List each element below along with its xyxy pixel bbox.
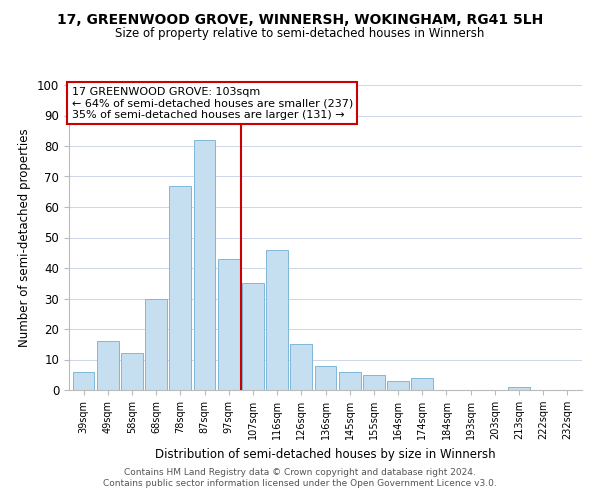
Bar (97, 341, 119, 390)
Bar (242, 283, 264, 390)
Bar (73, 372, 94, 390)
Text: Contains HM Land Registry data © Crown copyright and database right 2024.
Contai: Contains HM Land Registry data © Crown c… (103, 468, 497, 487)
Bar (363, 375, 385, 390)
Bar (508, 387, 530, 390)
Bar (169, 186, 191, 390)
Bar (145, 298, 167, 390)
Bar (266, 250, 288, 390)
Bar (121, 354, 143, 390)
Bar (194, 140, 215, 390)
Y-axis label: Number of semi-detached properties: Number of semi-detached properties (19, 128, 31, 347)
Bar (290, 344, 312, 390)
Bar (339, 372, 361, 390)
Text: Size of property relative to semi-detached houses in Winnersh: Size of property relative to semi-detach… (115, 28, 485, 40)
X-axis label: Distribution of semi-detached houses by size in Winnersh: Distribution of semi-detached houses by … (155, 448, 496, 460)
Bar (314, 366, 337, 390)
Bar (387, 381, 409, 390)
Bar (412, 378, 433, 390)
Bar (218, 259, 239, 390)
Text: 17, GREENWOOD GROVE, WINNERSH, WOKINGHAM, RG41 5LH: 17, GREENWOOD GROVE, WINNERSH, WOKINGHAM… (57, 12, 543, 26)
Text: 17 GREENWOOD GROVE: 103sqm
← 64% of semi-detached houses are smaller (237)
35% o: 17 GREENWOOD GROVE: 103sqm ← 64% of semi… (71, 86, 353, 120)
